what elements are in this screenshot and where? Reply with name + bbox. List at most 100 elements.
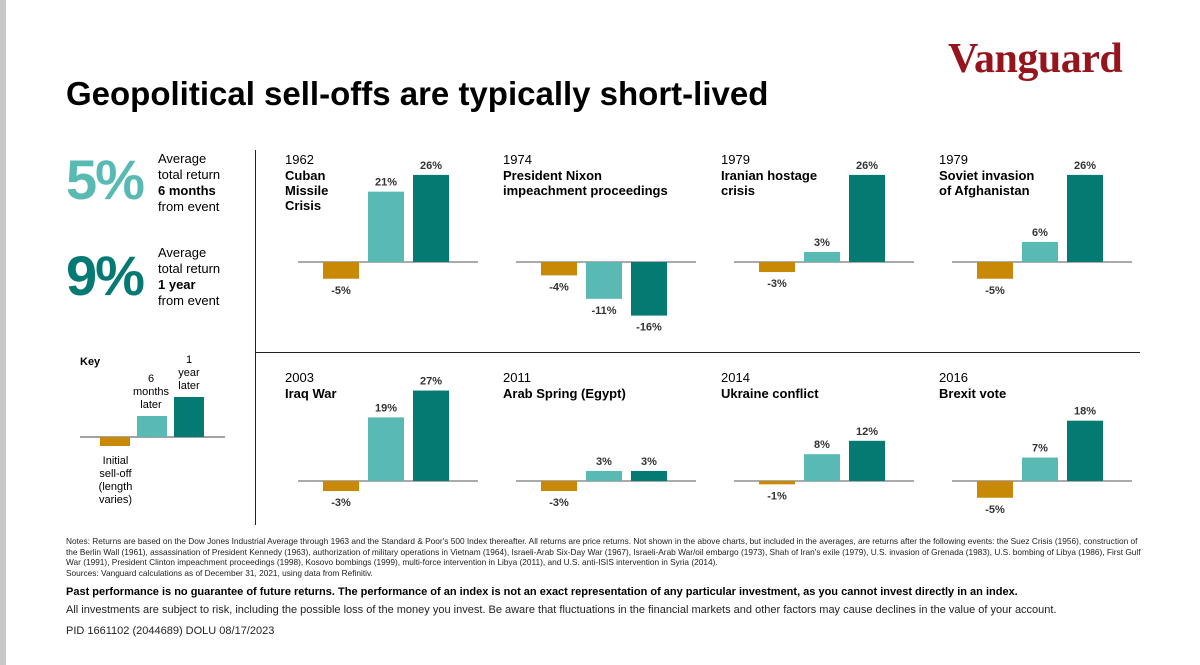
stat-six-month-percent: 5% [66,148,145,211]
bar-initial-selloff [759,481,795,485]
bar-initial-selloff [977,262,1013,279]
event-bar-chart: -3% 3% 3% [516,456,696,509]
bar-value-label: 3% [596,456,612,468]
event-bar-chart: -4% -11% -16% [516,261,696,334]
bar-value-label: -5% [331,285,351,297]
stat-six-month-description: Average total return 6 months from event [158,151,220,215]
event-year: 2016 [939,370,968,385]
sources-text: Sources: Vanguard calculations as of Dec… [66,567,373,578]
event-year: 1962 [285,152,314,167]
event-chart-panel: 1979 Soviet invasion of Afghanistan -5% 6% 26… [939,152,1139,332]
key-label-six-months: 6 months later [132,373,170,411]
bar-value-label: 12% [856,426,878,438]
event-bar-chart: -3% 3% 26% [734,160,914,290]
stat-line: total return [158,167,221,182]
bar-value-label: -1% [767,490,787,502]
bar-value-label: 19% [375,402,397,414]
event-bar-chart: -5% 6% 26% [952,160,1132,297]
bar-initial-selloff [541,481,577,492]
stat-line: from event [158,293,220,308]
vanguard-logo: Vanguard [948,36,1123,82]
event-name: Arab Spring (Egypt) [503,386,626,401]
bar-value-label: 21% [375,177,397,189]
event-name: Cuban Missile Crisis [285,168,329,213]
event-bar-chart: -5% 7% 18% [952,406,1132,516]
key-bar-initial [100,437,130,446]
bar-value-label: -4% [549,281,569,293]
event-chart-panel: 2016 Brexit vote -5% 7% 18% [939,370,1139,550]
bar-six-months [1022,241,1058,262]
bar-value-label: -3% [767,278,787,290]
key-label-initial: Initial sell-off (length varies) [98,455,133,506]
divider-vertical [255,150,256,525]
bar-one-year [849,440,885,481]
page-left-border [0,0,6,665]
bar-value-label: -5% [985,285,1005,297]
event-chart-panel: 2011 Arab Spring (Egypt) -3% 3% 3% [503,370,703,550]
bar-value-label: -3% [331,497,351,509]
page-title: Geopolitical sell-offs are typically sho… [66,75,769,112]
bar-initial-selloff [323,481,359,492]
bar-one-year [413,174,449,262]
key-title: Key [80,356,101,368]
disclaimer: All investments are subject to risk, inc… [66,604,1057,616]
bar-one-year [1067,174,1103,262]
event-chart-panel: 1979 Iranian hostage crisis -3% 3% 26% [721,152,921,332]
stat-one-year-percent: 9% [66,244,145,307]
key-chart [80,397,225,446]
bar-value-label: -3% [549,497,569,509]
bar-initial-selloff [323,262,359,279]
bar-six-months [1022,457,1058,481]
key-bar-six-months [137,416,167,437]
bar-value-label: 3% [641,456,657,468]
event-name: Iranian hostage crisis [721,168,818,198]
event-year: 2011 [503,370,531,385]
event-name: Iraq War [285,386,337,401]
bar-six-months [368,417,404,481]
key-bar-one-year [174,397,204,437]
divider-horizontal [255,352,1140,353]
bar-one-year [1067,420,1103,481]
bar-value-label: 18% [1074,406,1096,418]
event-name: President Nixon impeachment proceedings [503,168,668,198]
event-name: Soviet invasion of Afghanistan [939,168,1035,198]
bar-initial-selloff [541,262,577,276]
disclaimer-bold: Past performance is no guarantee of futu… [66,586,1018,598]
notes: Notes: Returns are based on the Dow Jone… [66,536,1151,578]
bar-value-label: 26% [1074,160,1096,172]
event-year: 1979 [939,152,968,167]
bar-one-year [849,174,885,262]
bar-value-label: -11% [591,305,616,317]
bar-value-label: 26% [420,160,442,172]
event-bar-chart: -1% 8% 12% [734,426,914,502]
bar-value-label: 7% [1032,443,1048,455]
pid-code: PID 1661102 (2044689) DOLU 08/17/2023 [66,625,275,637]
stat-line: from event [158,199,220,214]
stat-line: total return [158,261,221,276]
event-bar-chart: -5% 21% 26% [298,160,478,297]
bar-six-months [586,262,622,299]
notes-text: Notes: Returns are based on the Dow Jone… [66,536,1141,568]
bar-one-year [631,262,667,316]
bar-value-label: 6% [1032,227,1048,239]
event-name: Ukraine conflict [721,386,819,401]
event-chart-panel: 1962 Cuban Missile Crisis -5% 21% 26% [285,152,485,332]
bar-value-label: 3% [814,237,830,249]
key-label-one-year: 1 year later [178,354,200,392]
stat-line-emphasis: 6 months [158,183,216,198]
bar-initial-selloff [759,262,795,273]
bar-value-label: 27% [420,376,442,388]
bar-value-label: -5% [985,504,1005,516]
event-name: Brexit vote [939,386,1007,401]
bar-six-months [804,454,840,481]
bar-six-months [368,191,404,262]
event-year: 1974 [503,152,532,167]
event-chart-panel: 2003 Iraq War -3% 19% 27% [285,370,485,550]
bar-initial-selloff [977,481,1013,498]
bar-value-label: -16% [636,322,662,334]
event-bar-chart: -3% 19% 27% [298,376,478,509]
bar-value-label: 26% [856,160,878,172]
event-chart-panel: 1974 President Nixon impeachment proceedin… [503,152,703,334]
bar-six-months [804,251,840,262]
stat-line-emphasis: 1 year [158,277,196,292]
